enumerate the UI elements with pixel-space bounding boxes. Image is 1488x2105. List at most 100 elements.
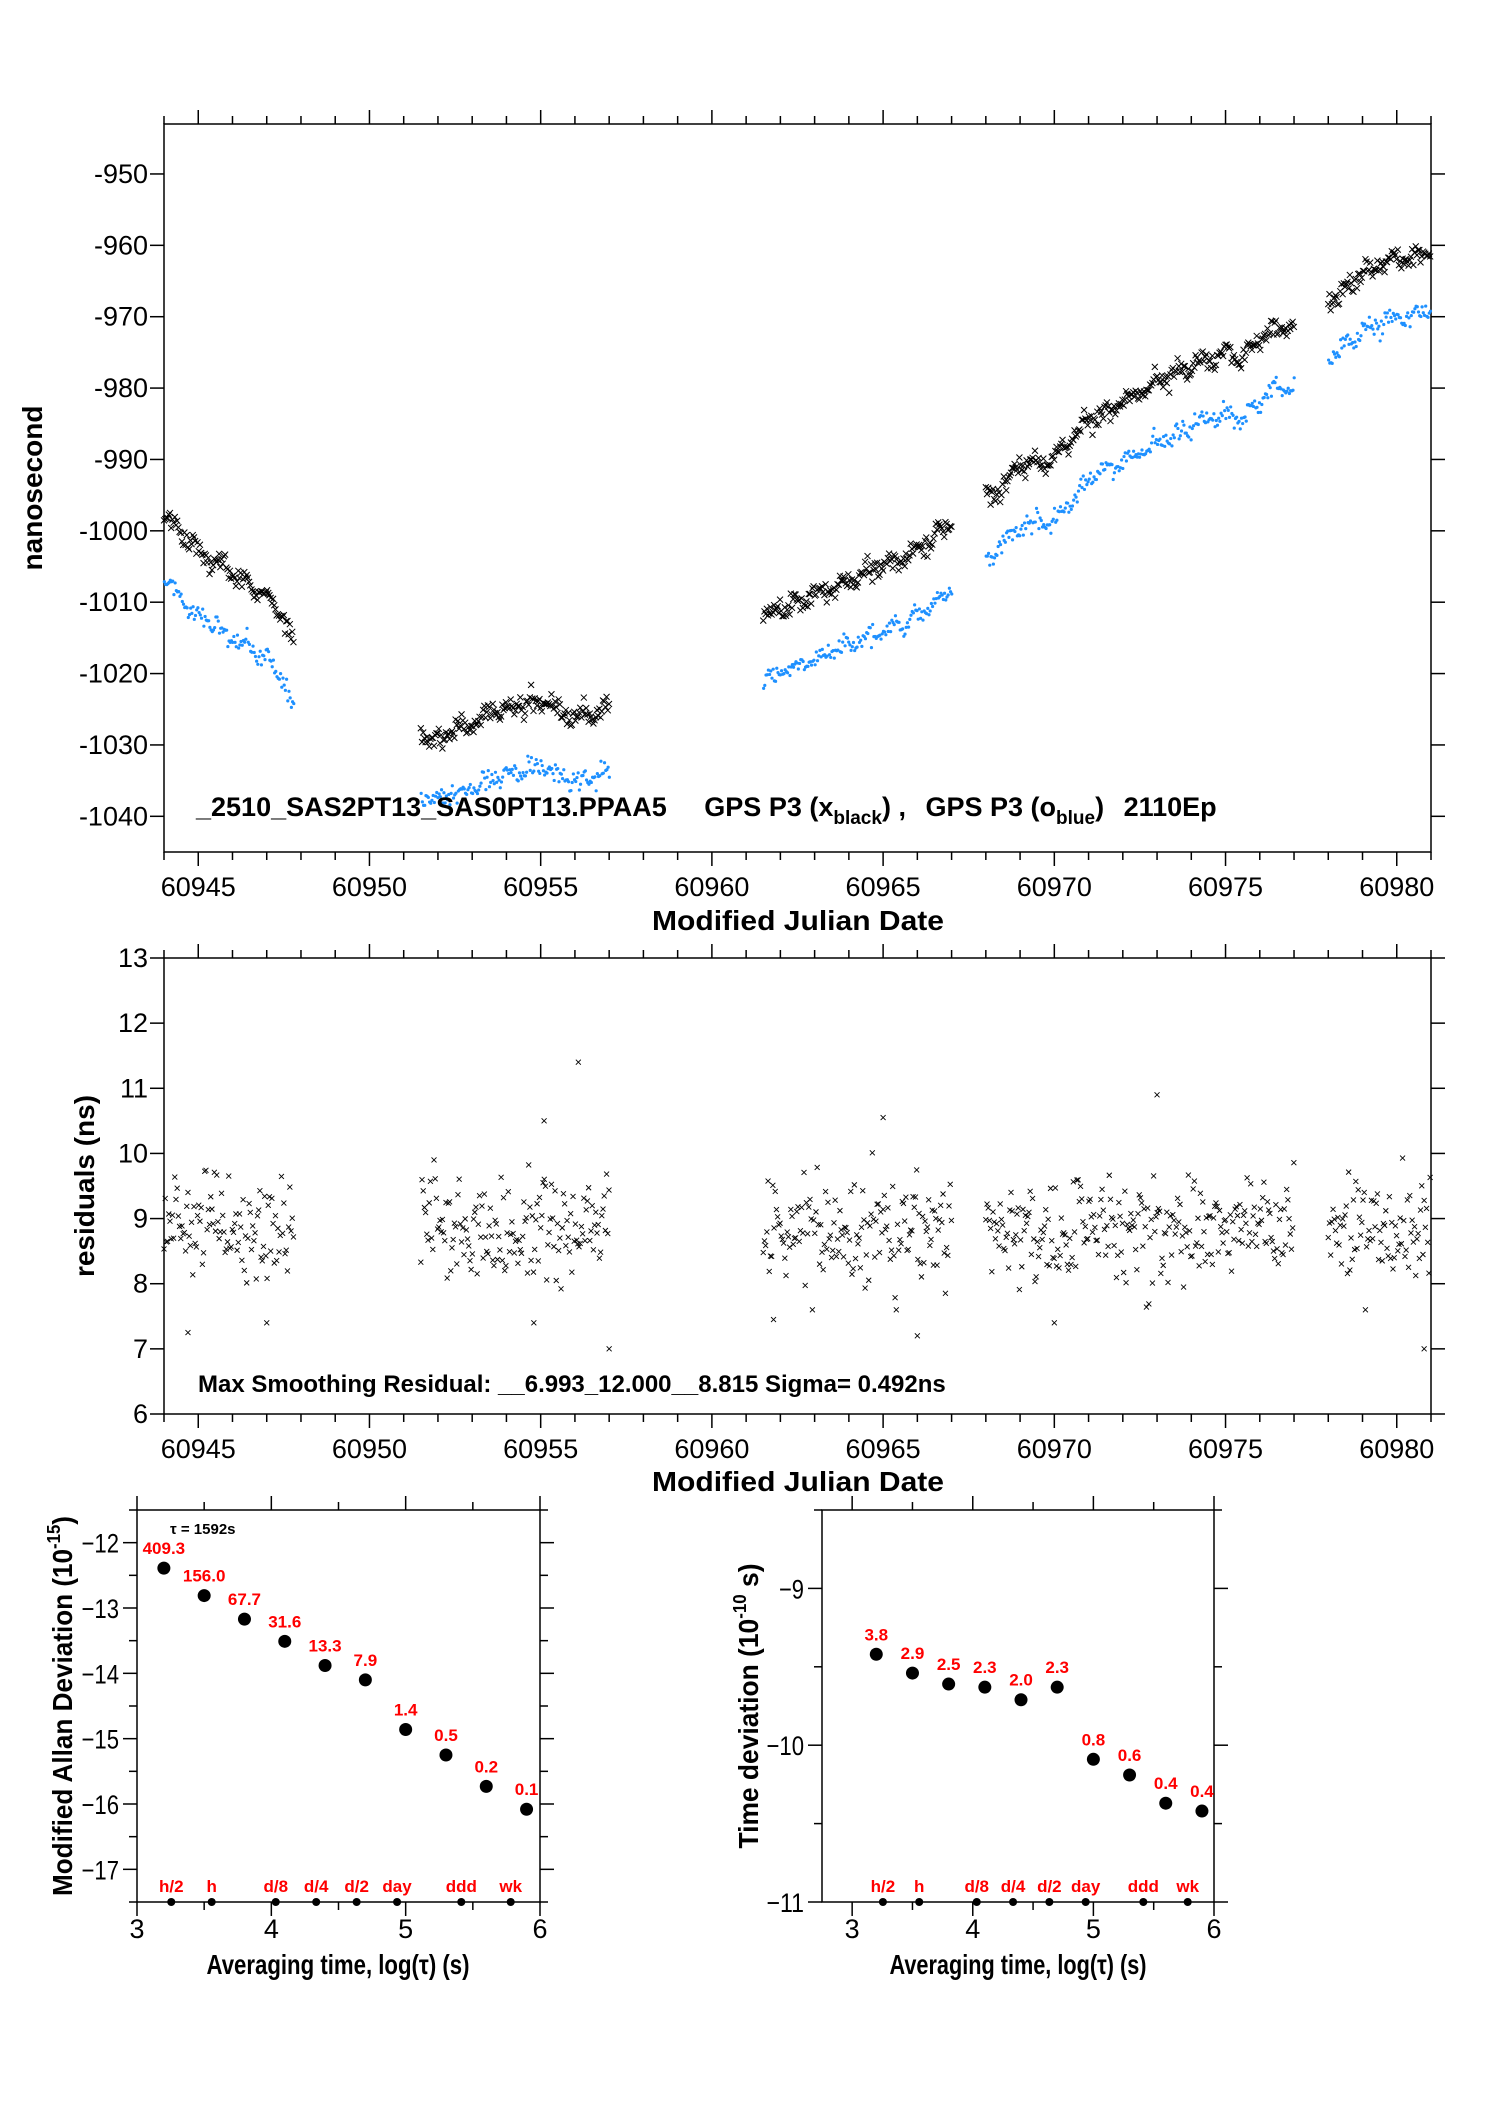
blue-data-point — [998, 542, 1003, 547]
blue-data-point — [935, 590, 939, 595]
residual-point — [1333, 1240, 1340, 1246]
residual-point — [1347, 1267, 1353, 1273]
residual-point — [249, 1223, 256, 1229]
blue-data-point — [1088, 471, 1093, 475]
residual-point — [458, 1239, 465, 1245]
residual-point — [1202, 1258, 1208, 1265]
residual-point — [239, 1257, 245, 1264]
residual-point — [566, 1249, 573, 1255]
residual-point — [186, 1233, 192, 1240]
blue-data-point — [274, 669, 278, 673]
blue-data-point — [1080, 485, 1084, 490]
residual-point — [481, 1191, 488, 1197]
residual-point — [203, 1167, 209, 1174]
blue-data-point — [1407, 316, 1411, 320]
interval-label: day — [1071, 1877, 1101, 1896]
blue-data-point — [1062, 510, 1066, 514]
residual-point — [234, 1247, 240, 1254]
black-data-point — [534, 697, 542, 705]
blue-data-point — [239, 639, 243, 644]
residual-point — [789, 1213, 795, 1220]
y-tick-label: -960 — [94, 230, 148, 260]
black-data-point — [1075, 426, 1083, 433]
blue-data-point — [1200, 410, 1204, 414]
x-tick-label: 60965 — [846, 1434, 921, 1464]
residual-point — [1338, 1261, 1345, 1267]
residual-point — [288, 1228, 294, 1234]
blue-data-point — [465, 792, 469, 797]
blue-data-point — [847, 640, 851, 644]
blue-data-point — [941, 597, 945, 602]
deviation-point — [197, 1589, 211, 1603]
residual-point — [1414, 1236, 1420, 1242]
blue-data-point — [1191, 424, 1196, 428]
black-data-point — [918, 546, 925, 554]
residual-point — [504, 1230, 510, 1236]
residual-point — [237, 1224, 244, 1230]
blue-data-point — [775, 666, 779, 670]
black-data-point — [1417, 259, 1424, 266]
blue-data-point — [550, 766, 554, 771]
residual-point — [444, 1275, 451, 1281]
residual-point — [590, 1246, 597, 1253]
black-data-point — [483, 708, 491, 716]
residual-point — [1365, 1236, 1371, 1242]
blue-data-point — [220, 626, 224, 630]
black-data-point — [835, 581, 843, 589]
blue-data-point — [447, 792, 451, 797]
residual-point — [779, 1236, 786, 1243]
residual-point — [928, 1236, 934, 1243]
blue-data-point — [826, 643, 830, 647]
residual-point — [843, 1224, 849, 1231]
blue-data-point — [1127, 449, 1131, 453]
blue-data-point — [837, 639, 841, 643]
blue-data-point — [432, 800, 436, 805]
blue-data-point — [552, 778, 556, 783]
blue-data-point — [1259, 410, 1263, 414]
residual-point — [885, 1204, 891, 1211]
residual-point — [1140, 1243, 1146, 1249]
blue-data-point — [1226, 408, 1230, 412]
blue-data-point — [454, 791, 458, 795]
residual-point — [527, 1204, 533, 1210]
residual-point — [985, 1205, 992, 1211]
residual-point — [1246, 1229, 1253, 1236]
residual-annotation: Max Smoothing Residual: __6.993_12.000__… — [198, 1371, 946, 1398]
black-data-point — [512, 707, 519, 715]
black-data-point — [946, 522, 954, 530]
blue-data-point — [856, 635, 860, 639]
blue-data-point — [171, 579, 175, 583]
residual-point — [1171, 1217, 1177, 1224]
blue-data-point — [1338, 338, 1343, 342]
residual-point — [821, 1241, 828, 1248]
blue-data-point — [1103, 467, 1107, 472]
blue-data-point — [996, 544, 1000, 549]
blue-data-point — [445, 798, 450, 802]
blue-data-point — [577, 788, 581, 792]
y-tick-label: −16 — [82, 1790, 120, 1820]
blue-data-point — [479, 781, 483, 785]
residual-point — [1082, 1223, 1089, 1230]
residual-point — [796, 1238, 803, 1245]
residual-point — [165, 1211, 172, 1217]
blue-data-point — [584, 778, 589, 782]
residual-point — [260, 1243, 267, 1250]
residual-point — [764, 1229, 770, 1235]
interval-label: d/4 — [304, 1877, 329, 1896]
residual-point — [192, 1240, 198, 1247]
black-data-point — [1413, 251, 1421, 259]
interval-label: d/2 — [1037, 1877, 1062, 1896]
residual-point — [1331, 1216, 1338, 1223]
black-data-point — [1104, 403, 1112, 410]
blue-data-point — [215, 615, 219, 619]
residual-point — [225, 1173, 232, 1179]
black-data-point — [798, 594, 805, 602]
residual-point — [494, 1256, 501, 1263]
black-data-point — [437, 731, 445, 739]
black-data-point — [898, 559, 906, 567]
residual-point — [946, 1203, 952, 1209]
interval-marker — [915, 1898, 924, 1906]
y-tick-label: -950 — [94, 159, 148, 189]
blue-data-point — [477, 788, 481, 792]
residual-point — [1191, 1178, 1198, 1184]
